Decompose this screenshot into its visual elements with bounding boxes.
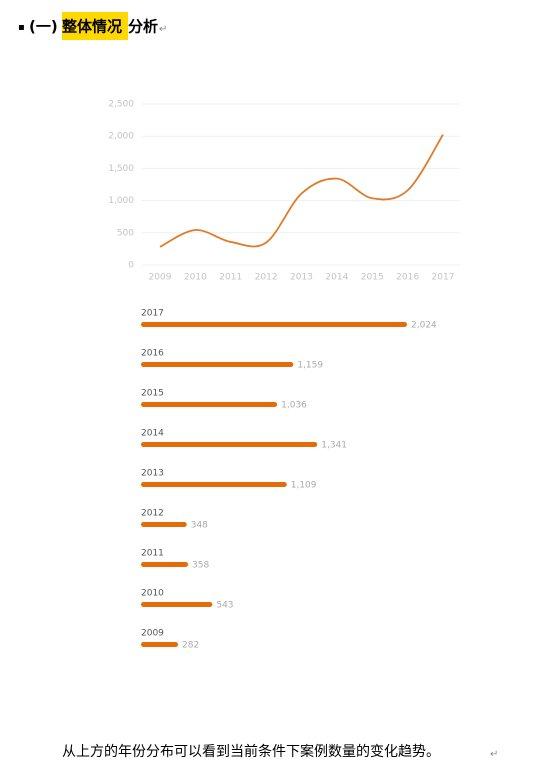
category-label: 2010 (141, 589, 164, 599)
bar (141, 442, 318, 447)
category-label: 2013 (141, 469, 164, 479)
category-label: 2011 (141, 549, 164, 559)
bar (141, 642, 179, 647)
paragraph-mark: ↵ (159, 24, 167, 35)
y-tick-label: 2,000 (108, 132, 134, 142)
value-label: 282 (182, 641, 199, 651)
value-label: 543 (216, 601, 233, 611)
x-tick-label: 2015 (361, 273, 384, 283)
heading-highlight: 整体情况 (62, 18, 122, 36)
value-label: 2,024 (411, 321, 437, 331)
category-label: 2009 (141, 629, 164, 639)
category-label: 2012 (141, 509, 164, 519)
x-tick-label: 2010 (184, 273, 207, 283)
value-label: 348 (191, 521, 208, 531)
value-label: 1,109 (291, 481, 317, 491)
x-tick-label: 2017 (432, 273, 455, 283)
x-tick-label: 2011 (219, 273, 242, 283)
bar (141, 522, 187, 527)
y-tick-label: 500 (117, 228, 134, 238)
category-label: 2017 (141, 309, 164, 319)
category-label: 2015 (141, 389, 164, 399)
value-label: 358 (192, 561, 209, 571)
y-tick-label: 1,500 (108, 164, 134, 174)
heading-rest: 分析 (128, 18, 158, 36)
line (159, 134, 444, 248)
y-tick-label: 2,500 (108, 100, 134, 110)
footer-text: 从上方的年份分布可以看到当前条件下案例数量的变化趋势。 (62, 743, 440, 760)
value-label: 1,341 (321, 441, 347, 451)
bar (141, 562, 189, 567)
y-tick-label: 1,000 (108, 196, 134, 206)
bar (141, 322, 407, 327)
x-tick-label: 2009 (149, 273, 172, 283)
value-label: 1,159 (297, 361, 323, 371)
bar (141, 362, 294, 367)
bullet: ▪ (18, 22, 25, 33)
category-label: 2016 (141, 349, 164, 359)
bar (141, 402, 278, 407)
x-tick-label: 2013 (290, 273, 313, 283)
x-tick-label: 2014 (325, 273, 348, 283)
paragraph-mark: ↵ (490, 749, 498, 760)
highlight (62, 12, 128, 40)
y-tick-label: 0 (128, 261, 134, 271)
value-label: 1,036 (281, 401, 307, 411)
x-tick-label: 2012 (255, 273, 278, 283)
heading-number: (一) (29, 18, 58, 36)
bar (141, 482, 287, 487)
bar (141, 602, 213, 607)
category-label: 2014 (141, 429, 164, 439)
x-tick-label: 2016 (396, 273, 419, 283)
